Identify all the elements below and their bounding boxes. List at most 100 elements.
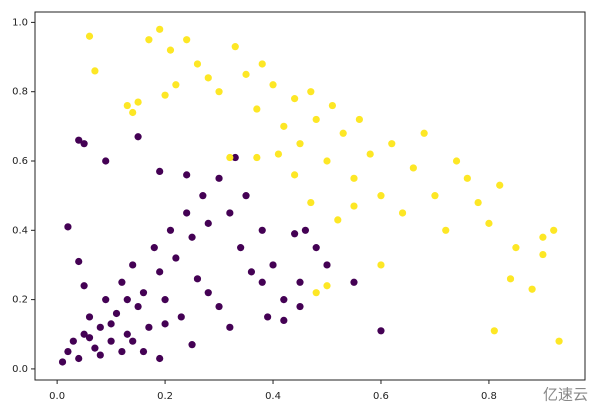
point <box>334 216 342 224</box>
point <box>193 60 202 68</box>
point <box>123 101 131 110</box>
point <box>204 219 212 227</box>
point <box>139 289 148 297</box>
point <box>350 174 358 182</box>
x-tick-label: 0.6 <box>373 391 389 402</box>
point <box>296 302 304 311</box>
point <box>496 181 504 189</box>
point <box>64 347 72 356</box>
point <box>388 140 396 148</box>
point <box>323 261 331 269</box>
point <box>75 257 83 266</box>
point <box>253 105 261 113</box>
point <box>555 337 563 345</box>
point <box>350 202 358 210</box>
point <box>258 278 266 286</box>
point <box>156 167 164 175</box>
y-tick-label: 0.8 <box>12 87 28 98</box>
point <box>490 327 498 335</box>
point <box>474 198 482 207</box>
point <box>323 282 331 290</box>
point <box>485 219 493 227</box>
point <box>64 223 72 231</box>
point <box>193 275 202 283</box>
point <box>280 122 288 130</box>
point <box>118 278 126 286</box>
point <box>528 285 536 293</box>
point <box>269 81 277 89</box>
point <box>377 261 385 269</box>
point <box>58 358 67 366</box>
point <box>291 230 299 238</box>
point <box>96 351 104 359</box>
point <box>129 108 137 117</box>
point <box>134 98 142 106</box>
point <box>215 302 223 311</box>
point <box>69 337 77 345</box>
point <box>139 347 148 356</box>
point <box>264 313 272 321</box>
point <box>183 36 191 44</box>
point <box>452 157 461 165</box>
point <box>161 91 169 99</box>
point <box>350 278 358 286</box>
point <box>253 153 261 162</box>
point <box>177 313 185 321</box>
point <box>161 320 169 328</box>
point <box>199 192 207 200</box>
y-tick-label: 0.4 <box>12 225 28 236</box>
point <box>366 150 374 158</box>
point <box>156 268 164 276</box>
point <box>150 244 158 252</box>
point <box>377 192 385 200</box>
point <box>188 233 196 241</box>
point <box>85 32 94 40</box>
point <box>85 334 94 342</box>
point <box>102 296 110 304</box>
point <box>258 60 266 68</box>
point <box>80 140 88 148</box>
point <box>291 171 299 179</box>
point <box>134 302 142 311</box>
point <box>85 313 94 321</box>
point <box>204 289 212 297</box>
point <box>431 192 439 200</box>
point <box>80 330 88 338</box>
point <box>512 244 520 252</box>
point <box>166 226 175 234</box>
point <box>183 209 191 217</box>
point <box>231 43 239 51</box>
point <box>183 171 191 179</box>
point <box>296 278 304 286</box>
point <box>226 323 234 331</box>
point <box>75 136 83 144</box>
point <box>156 25 164 33</box>
point <box>96 323 104 331</box>
point <box>75 354 83 363</box>
point <box>107 320 115 328</box>
x-tick-label: 0.4 <box>265 391 281 402</box>
point <box>280 316 288 324</box>
point <box>269 261 277 269</box>
point <box>247 268 256 276</box>
point <box>237 244 245 252</box>
point <box>301 226 310 234</box>
point <box>296 140 304 148</box>
point <box>398 209 407 217</box>
x-tick-label: 0.0 <box>49 391 65 402</box>
point <box>145 36 153 44</box>
point <box>204 74 212 82</box>
point <box>161 296 169 304</box>
point <box>242 70 250 78</box>
point <box>123 330 131 338</box>
point <box>118 347 126 356</box>
point <box>215 88 223 96</box>
point <box>231 153 239 162</box>
point <box>172 81 180 89</box>
point <box>156 354 164 363</box>
x-tick-label: 0.8 <box>481 391 497 402</box>
point <box>258 226 266 234</box>
point <box>172 254 180 262</box>
point <box>242 192 250 200</box>
